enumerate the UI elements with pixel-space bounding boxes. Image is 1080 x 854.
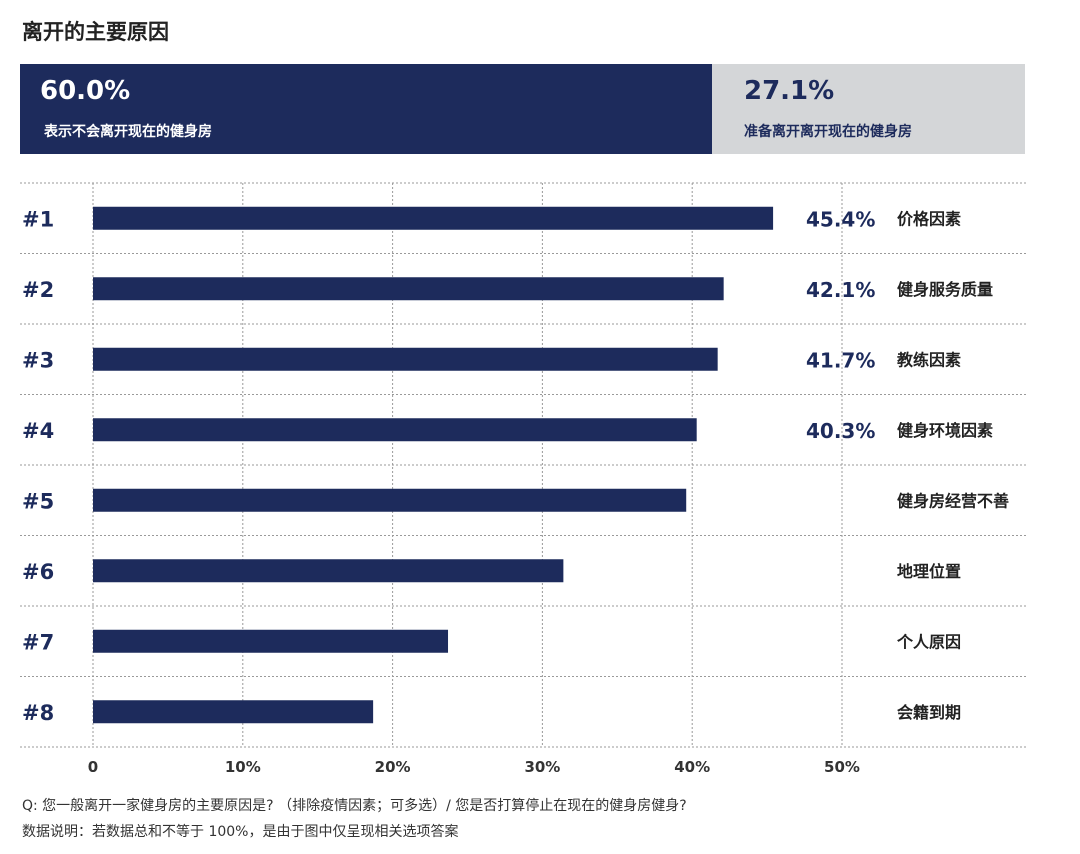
category-label: 会籍到期: [897, 703, 961, 722]
x-tick-label: 50%: [824, 758, 860, 776]
rank-label: #6: [22, 560, 54, 584]
x-tick-label: 0: [88, 758, 98, 776]
value-label: 45.4%: [806, 207, 875, 231]
x-tick-label: 20%: [375, 758, 411, 776]
stay-segment: 60.0% 表示不会离开现在的健身房: [20, 64, 712, 154]
category-label: 地理位置: [897, 562, 961, 581]
category-label: 健身房经营不善: [897, 491, 1009, 510]
bar: [93, 629, 449, 653]
leave-segment: 27.1% 准备离开离开现在的健身房: [712, 64, 1025, 154]
stay-label: 表示不会离开现在的健身房: [44, 124, 212, 140]
category-label: 健身环境因素: [897, 421, 993, 440]
bar: [93, 559, 564, 583]
bar: [93, 277, 724, 301]
value-label: 41.7%: [806, 348, 875, 372]
bar: [93, 418, 697, 442]
rank-label: #8: [22, 701, 54, 725]
value-label: 42.1%: [806, 278, 875, 302]
category-label: 个人原因: [896, 632, 961, 651]
x-tick-label: 10%: [225, 758, 261, 776]
rank-label: #7: [22, 630, 54, 654]
page-title: 离开的主要原因: [22, 20, 169, 44]
data-note: 数据说明：若数据总和不等于 100%，是由于图中仅呈现相关选项答案: [22, 824, 459, 840]
x-tick-label: 40%: [674, 758, 710, 776]
survey-question: Q: 您一般离开一家健身房的主要原因是? （排除疫情因素；可多选）/ 您是否打算…: [22, 798, 687, 814]
bar: [93, 700, 374, 724]
reasons-bar-chart: #1 45.4% 价格因素 #2 42.1% 健身服务质量 #3 41.7% 教练因素 #4 40.…: [20, 182, 1027, 776]
bar: [93, 347, 718, 371]
category-label: 教练因素: [897, 350, 961, 369]
bar: [93, 206, 774, 230]
value-label: 40.3%: [806, 419, 875, 443]
category-label: 健身服务质量: [897, 280, 993, 299]
rank-label: #4: [22, 419, 54, 443]
leave-percent: 27.1%: [744, 76, 835, 106]
stay-percent: 60.0%: [40, 76, 131, 106]
rank-label: #1: [22, 207, 54, 231]
stay-leave-split-bar: 60.0% 表示不会离开现在的健身房 27.1% 准备离开离开现在的健身房: [20, 64, 1025, 154]
bar: [93, 488, 687, 512]
rank-label: #3: [22, 348, 54, 372]
x-tick-label: 30%: [524, 758, 560, 776]
rank-label: #2: [22, 278, 54, 302]
category-label: 价格因素: [897, 209, 961, 228]
rank-label: #5: [22, 489, 54, 513]
leave-label: 准备离开离开现在的健身房: [744, 124, 912, 140]
